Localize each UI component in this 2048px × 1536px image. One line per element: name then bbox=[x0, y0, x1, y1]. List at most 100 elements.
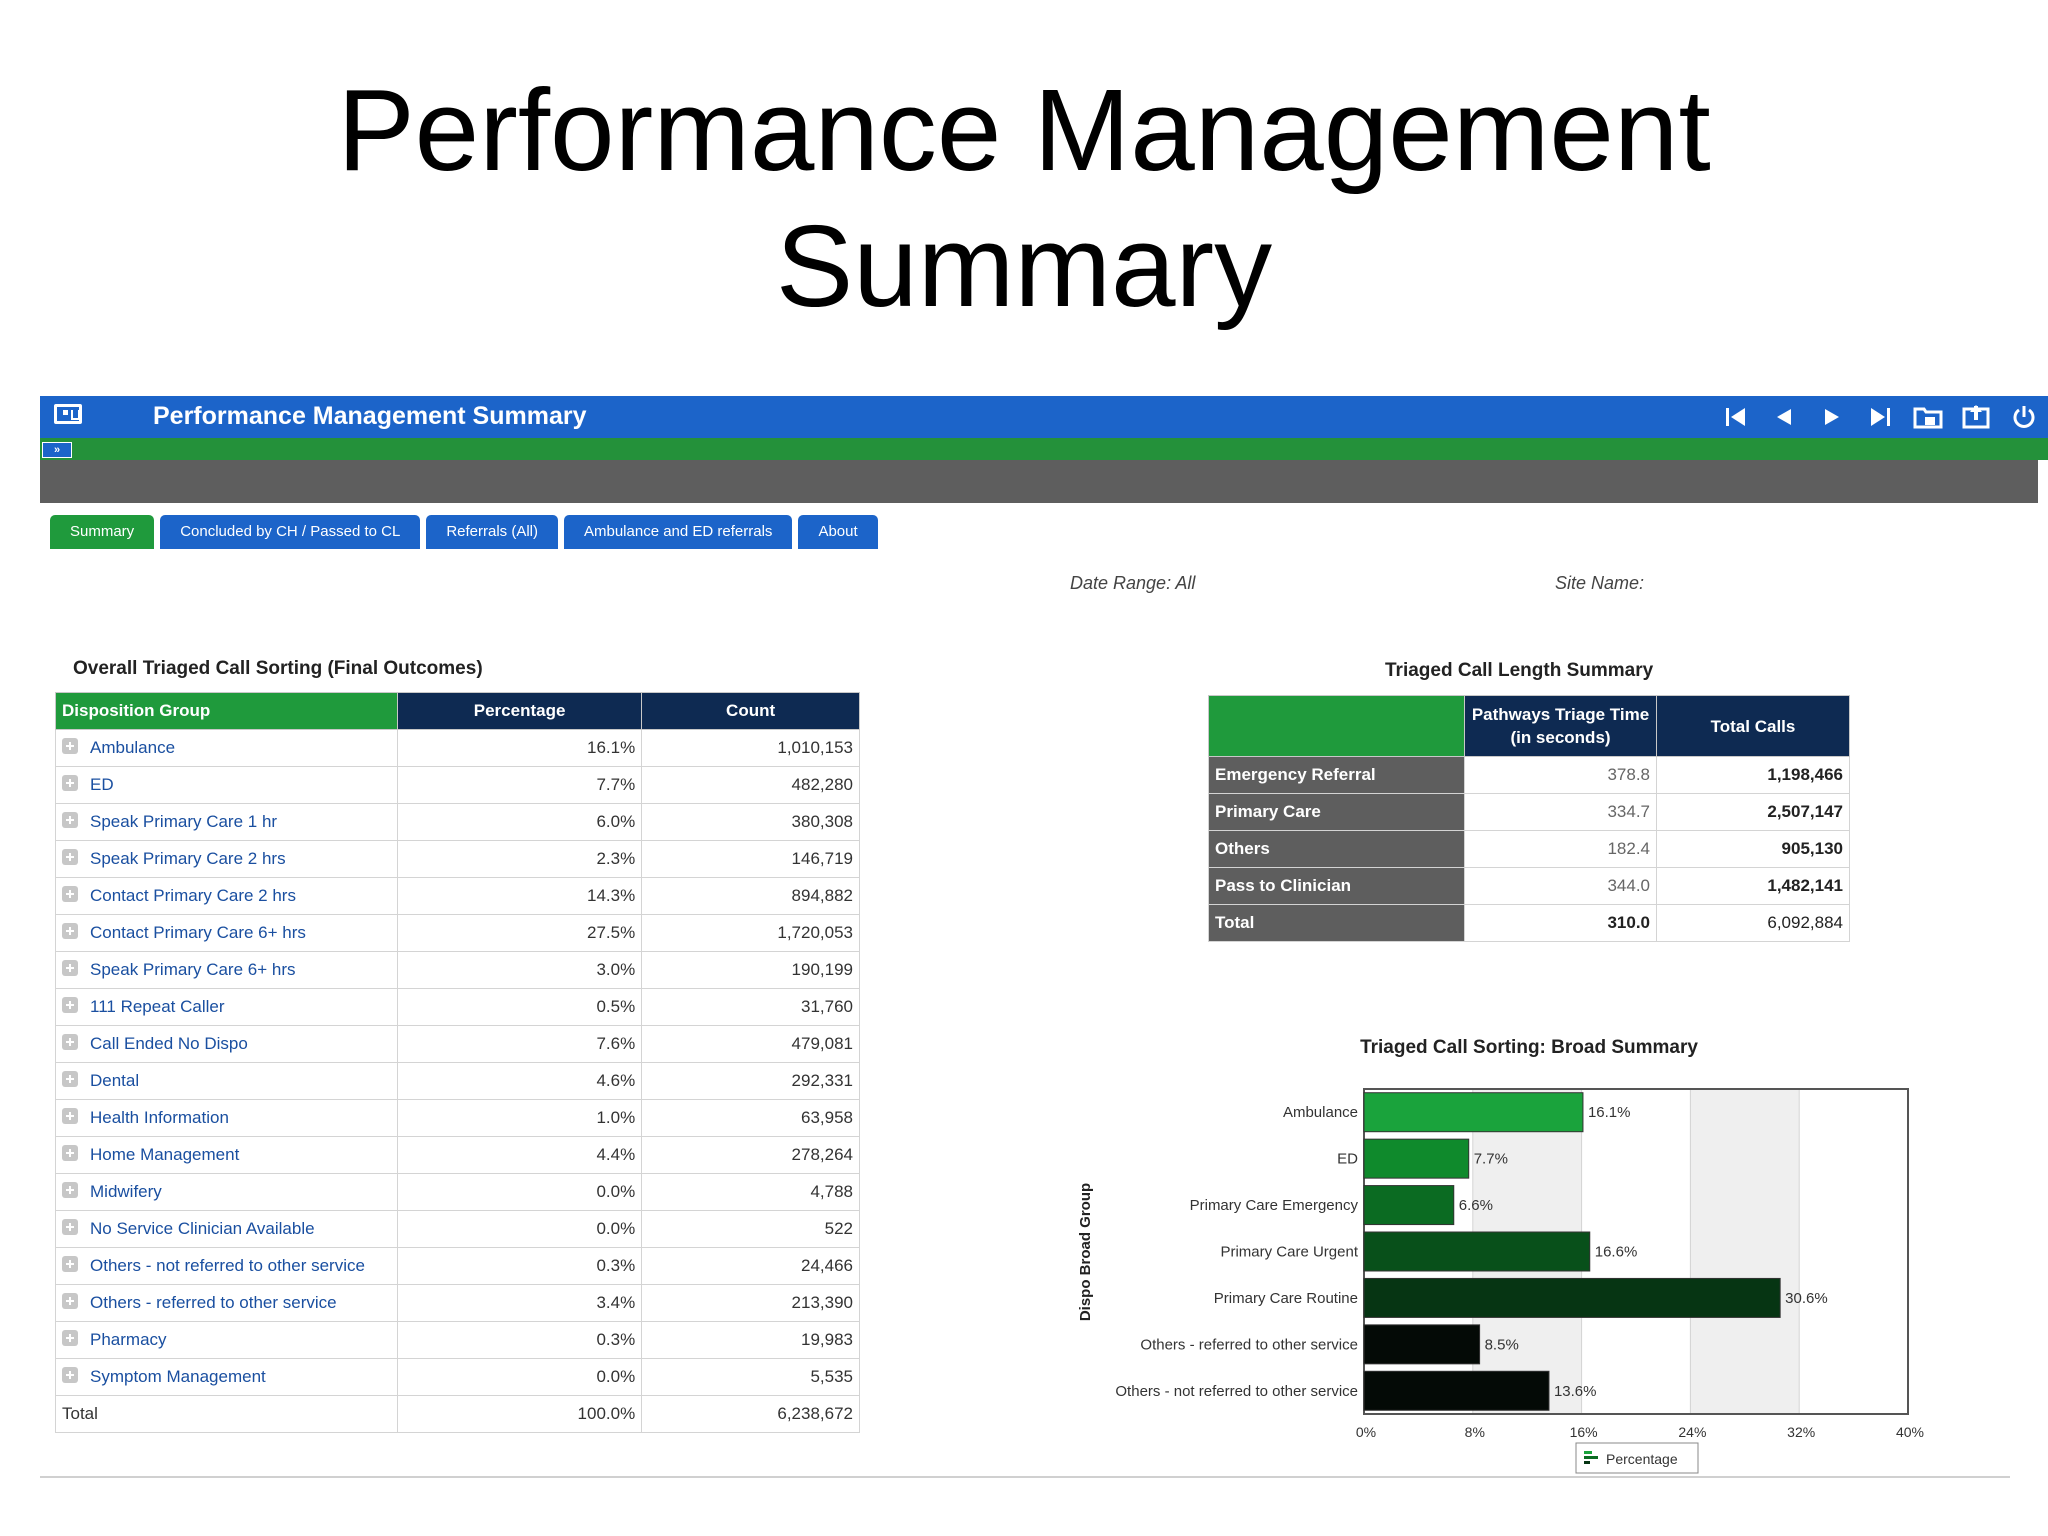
disposition-group-link[interactable]: Dental bbox=[90, 1071, 140, 1090]
disposition-group-cell[interactable]: Symptom Management bbox=[55, 1358, 398, 1396]
expand-row-icon[interactable] bbox=[62, 960, 78, 976]
disposition-group-link[interactable]: Health Information bbox=[90, 1108, 229, 1127]
disposition-group-link[interactable]: Speak Primary Care 1 hr bbox=[90, 812, 278, 831]
count-cell: 522 bbox=[641, 1210, 860, 1248]
disposition-group-cell[interactable]: Speak Primary Care 6+ hrs bbox=[55, 951, 398, 989]
category-label: Ambulance bbox=[1283, 1104, 1358, 1121]
disposition-group-link[interactable]: Symptom Management bbox=[90, 1367, 266, 1386]
table-row: Contact Primary Care 2 hrs 14.3% 894,882 bbox=[55, 877, 860, 915]
disposition-group-link[interactable]: Speak Primary Care 6+ hrs bbox=[90, 960, 296, 979]
disposition-group-cell[interactable]: Midwifery bbox=[55, 1173, 398, 1211]
left-table-title: Overall Triaged Call Sorting (Final Outc… bbox=[73, 658, 483, 679]
disposition-group-link[interactable]: Midwifery bbox=[90, 1182, 162, 1201]
disposition-group-link[interactable]: Others - referred to other service bbox=[90, 1293, 337, 1312]
disposition-group-link[interactable]: Contact Primary Care 6+ hrs bbox=[90, 923, 306, 942]
bar bbox=[1363, 1185, 1455, 1226]
disposition-group-link[interactable]: ED bbox=[90, 775, 114, 794]
tab-ambulance-ed[interactable]: Ambulance and ED referrals bbox=[564, 515, 793, 549]
power-icon[interactable] bbox=[2000, 396, 2048, 438]
table-row: Dental 4.6% 292,331 bbox=[55, 1062, 860, 1100]
table-row: Health Information 1.0% 63,958 bbox=[55, 1099, 860, 1137]
legend-label: Percentage bbox=[1606, 1451, 1678, 1467]
expand-row-icon[interactable] bbox=[62, 1145, 78, 1161]
disposition-group-link[interactable]: Call Ended No Dispo bbox=[90, 1034, 248, 1053]
table-row: Others 182.4 905,130 bbox=[1208, 830, 1850, 868]
category-label: ED bbox=[1337, 1151, 1358, 1168]
expand-row-icon[interactable] bbox=[62, 997, 78, 1013]
category-label: Primary Care Urgent bbox=[1220, 1244, 1358, 1261]
expand-row-icon[interactable] bbox=[62, 849, 78, 865]
expand-row-icon[interactable] bbox=[62, 738, 78, 754]
tab-summary[interactable]: Summary bbox=[50, 515, 155, 549]
disposition-group-link[interactable]: Home Management bbox=[90, 1145, 240, 1164]
expand-row-icon[interactable] bbox=[62, 1182, 78, 1198]
grid-band bbox=[1690, 1089, 1800, 1414]
expand-row-icon[interactable] bbox=[62, 1256, 78, 1272]
disposition-group-cell[interactable]: ED bbox=[55, 766, 398, 804]
next-page-icon[interactable] bbox=[1808, 396, 1856, 438]
disposition-group-cell[interactable]: Others - referred to other service bbox=[55, 1284, 398, 1322]
expand-row-icon[interactable] bbox=[62, 1330, 78, 1346]
expand-row-icon[interactable] bbox=[62, 923, 78, 939]
table-row: Midwifery 0.0% 4,788 bbox=[55, 1173, 860, 1211]
bottom-divider bbox=[40, 1476, 2010, 1478]
expand-row-icon[interactable] bbox=[62, 1293, 78, 1309]
triage-time-cell: 310.0 bbox=[1464, 904, 1657, 942]
site-name-filter: Site Name: bbox=[1555, 573, 1645, 593]
expand-row-icon[interactable] bbox=[62, 1219, 78, 1235]
expand-row-icon[interactable] bbox=[62, 886, 78, 902]
folder-icon[interactable] bbox=[1904, 396, 1952, 438]
data-label: 7.7% bbox=[1474, 1151, 1508, 1168]
disposition-group-link[interactable]: Ambulance bbox=[90, 738, 176, 757]
disposition-group-cell[interactable]: Speak Primary Care 2 hrs bbox=[55, 840, 398, 878]
column-header[interactable]: Count bbox=[641, 692, 860, 730]
disposition-group-cell[interactable]: 111 Repeat Caller bbox=[55, 988, 398, 1026]
data-label: 30.6% bbox=[1785, 1290, 1828, 1307]
table-row: Pass to Clinician 344.0 1,482,141 bbox=[1208, 867, 1850, 905]
disposition-group-link[interactable]: Others - not referred to other service bbox=[90, 1256, 365, 1275]
expand-row-icon[interactable] bbox=[62, 1367, 78, 1383]
data-label: 6.6% bbox=[1459, 1197, 1493, 1214]
count-cell: 380,308 bbox=[641, 803, 860, 841]
table-header-row: Pathways Triage Time (in seconds) Total C… bbox=[1208, 695, 1850, 757]
last-page-icon[interactable] bbox=[1856, 396, 1904, 438]
disposition-group-link[interactable]: 111 Repeat Caller bbox=[90, 997, 225, 1016]
expand-row-icon[interactable] bbox=[62, 1108, 78, 1124]
percentage-cell: 4.4% bbox=[396, 1136, 643, 1174]
disposition-group-cell[interactable]: Dental bbox=[55, 1062, 398, 1100]
first-page-icon[interactable] bbox=[1712, 396, 1760, 438]
column-header[interactable]: Disposition Group bbox=[55, 692, 398, 730]
column-header[interactable]: Percentage bbox=[396, 692, 643, 730]
tab-referrals[interactable]: Referrals (All) bbox=[426, 515, 558, 549]
total-row: Total 100.0% 6,238,672 bbox=[55, 1395, 860, 1433]
expand-row-icon[interactable] bbox=[62, 812, 78, 828]
count-cell: 5,535 bbox=[641, 1358, 860, 1396]
export-icon[interactable] bbox=[1952, 396, 2000, 438]
disposition-group-link[interactable]: No Service Clinician Available bbox=[90, 1219, 315, 1238]
disposition-group-link[interactable]: Pharmacy bbox=[90, 1330, 167, 1349]
total-label: Total bbox=[55, 1395, 398, 1433]
category-label: Others - referred to other service bbox=[1140, 1336, 1358, 1353]
date-range-filter: Date Range: All bbox=[1070, 573, 1196, 593]
expand-panel-button[interactable]: » bbox=[42, 442, 72, 458]
disposition-group-link[interactable]: Contact Primary Care 2 hrs bbox=[90, 886, 296, 905]
expand-row-icon[interactable] bbox=[62, 1034, 78, 1050]
tab-about[interactable]: About bbox=[798, 515, 878, 549]
disposition-group-cell[interactable]: Contact Primary Care 2 hrs bbox=[55, 877, 398, 915]
percentage-cell: 3.4% bbox=[396, 1284, 643, 1322]
x-tick-label: 8% bbox=[1465, 1424, 1485, 1440]
bar bbox=[1363, 1324, 1481, 1365]
count-cell: 31,760 bbox=[641, 988, 860, 1026]
count-cell: 213,390 bbox=[641, 1284, 860, 1322]
triage-time-cell: 344.0 bbox=[1464, 867, 1657, 905]
expand-row-icon[interactable] bbox=[62, 1071, 78, 1087]
dashboard-icon[interactable] bbox=[54, 404, 82, 424]
disposition-group-cell[interactable]: No Service Clinician Available bbox=[55, 1210, 398, 1248]
expand-row-icon[interactable] bbox=[62, 775, 78, 791]
previous-page-icon[interactable] bbox=[1760, 396, 1808, 438]
disposition-group-cell[interactable]: Health Information bbox=[55, 1099, 398, 1137]
tab-concluded[interactable]: Concluded by CH / Passed to CL bbox=[160, 515, 421, 549]
legend-swatch bbox=[1584, 1456, 1598, 1459]
disposition-group-link[interactable]: Speak Primary Care 2 hrs bbox=[90, 849, 286, 868]
